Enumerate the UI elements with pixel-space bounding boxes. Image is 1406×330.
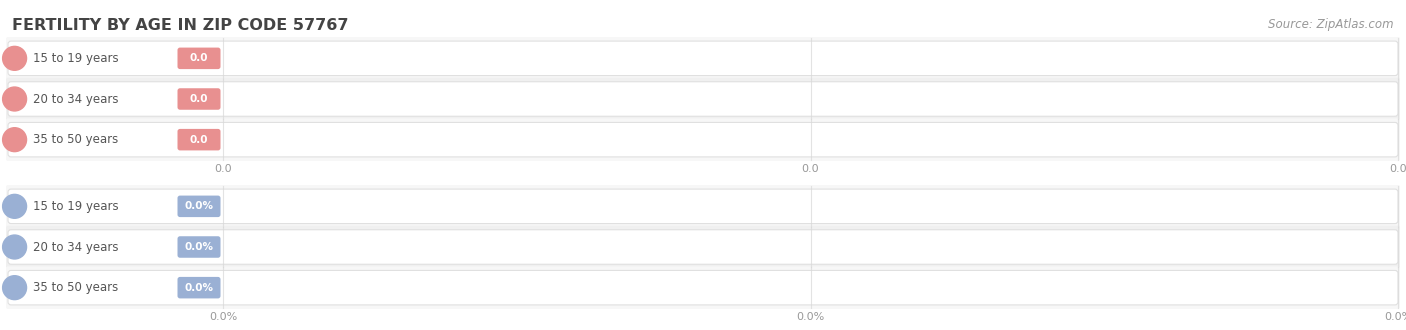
- Text: 0.0%: 0.0%: [209, 312, 238, 322]
- FancyBboxPatch shape: [8, 189, 1398, 223]
- Text: 20 to 34 years: 20 to 34 years: [32, 92, 118, 106]
- Text: 0.0: 0.0: [214, 164, 232, 174]
- FancyBboxPatch shape: [177, 129, 221, 150]
- Text: 20 to 34 years: 20 to 34 years: [32, 241, 118, 253]
- FancyBboxPatch shape: [177, 88, 221, 110]
- Text: 0.0%: 0.0%: [184, 242, 214, 252]
- FancyBboxPatch shape: [6, 78, 1400, 120]
- FancyBboxPatch shape: [6, 118, 1400, 161]
- Text: 0.0: 0.0: [190, 94, 208, 104]
- Text: 0.0: 0.0: [190, 135, 208, 145]
- Text: 15 to 19 years: 15 to 19 years: [32, 200, 118, 213]
- FancyBboxPatch shape: [6, 185, 1400, 228]
- Text: 35 to 50 years: 35 to 50 years: [32, 133, 118, 146]
- FancyBboxPatch shape: [6, 266, 1400, 309]
- Text: 0.0%: 0.0%: [184, 283, 214, 293]
- Text: Source: ZipAtlas.com: Source: ZipAtlas.com: [1268, 18, 1393, 31]
- Text: 15 to 19 years: 15 to 19 years: [32, 52, 118, 65]
- Circle shape: [3, 87, 27, 111]
- FancyBboxPatch shape: [8, 41, 1398, 76]
- Circle shape: [3, 128, 27, 151]
- Circle shape: [3, 276, 27, 300]
- Text: 0.0%: 0.0%: [184, 201, 214, 211]
- Text: 0.0: 0.0: [1389, 164, 1406, 174]
- Text: FERTILITY BY AGE IN ZIP CODE 57767: FERTILITY BY AGE IN ZIP CODE 57767: [13, 18, 349, 33]
- Text: 0.0: 0.0: [801, 164, 820, 174]
- Text: 0.0: 0.0: [190, 53, 208, 63]
- FancyBboxPatch shape: [8, 270, 1398, 305]
- FancyBboxPatch shape: [6, 226, 1400, 268]
- FancyBboxPatch shape: [8, 122, 1398, 157]
- FancyBboxPatch shape: [177, 236, 221, 258]
- FancyBboxPatch shape: [177, 196, 221, 217]
- Circle shape: [3, 194, 27, 218]
- FancyBboxPatch shape: [177, 277, 221, 298]
- Circle shape: [3, 235, 27, 259]
- Text: 0.0%: 0.0%: [796, 312, 825, 322]
- FancyBboxPatch shape: [6, 37, 1400, 80]
- FancyBboxPatch shape: [177, 48, 221, 69]
- Circle shape: [3, 47, 27, 70]
- FancyBboxPatch shape: [8, 82, 1398, 116]
- Text: 35 to 50 years: 35 to 50 years: [32, 281, 118, 294]
- FancyBboxPatch shape: [8, 230, 1398, 264]
- Text: 0.0%: 0.0%: [1384, 312, 1406, 322]
